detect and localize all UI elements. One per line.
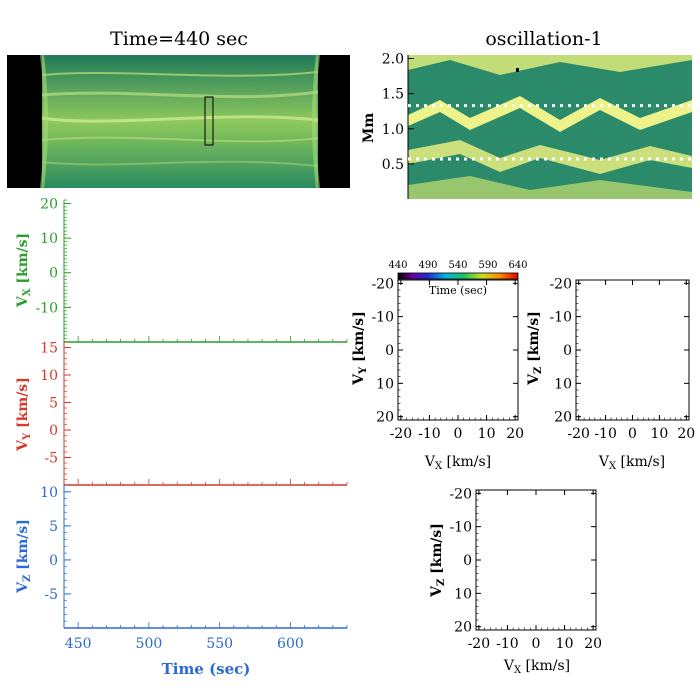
ts-vz-ytick-label: 10 <box>40 485 58 501</box>
sc1-xtick-label: 0 <box>454 426 463 442</box>
sc3-ylabel: VZ [km/s] <box>429 523 447 598</box>
time-xtick-label: 500 <box>136 636 163 652</box>
sc3-ytick-label: 10 <box>454 586 472 602</box>
top-right-title: oscillation-1 <box>485 28 602 50</box>
vy-panel: 15 10 5 0 -5 <box>40 341 348 486</box>
osc-ytick-label: 2.0 <box>382 52 404 68</box>
oscillation-image <box>408 55 692 199</box>
sc1-xtick-label: -20 <box>390 426 413 442</box>
sc2-xtick-label: -20 <box>567 426 590 442</box>
ts-vy-ytick-label: 5 <box>49 396 58 412</box>
sc3-xtick-label: -20 <box>468 636 491 652</box>
vz-panel: 10 5 0 -5 450 500 550 600 <box>40 484 348 652</box>
time-xtick-label: 550 <box>206 636 233 652</box>
sc2-ylabel: VZ [km/s] <box>526 311 544 386</box>
sc2-xtick-label: 20 <box>677 426 695 442</box>
sc2-frame <box>575 279 690 421</box>
time-xlabel: Time (sec) <box>162 660 251 678</box>
sc1-ytick-label: 10 <box>376 376 394 392</box>
sc2-ytick-label: -20 <box>549 276 572 292</box>
ts-vy-ytick-label: 0 <box>49 423 58 439</box>
sc3-xtick-label: 10 <box>556 636 574 652</box>
sc3-xtick-label: 0 <box>532 636 541 652</box>
sc3-ytick-label: -10 <box>449 520 472 536</box>
sc1-ytick-label: 0 <box>385 343 394 359</box>
vy-label: VY [km/s] <box>15 377 33 452</box>
ts-vz-ytick-label: -5 <box>44 587 58 603</box>
sc2-xlabel: VX [km/s] <box>598 454 665 472</box>
sc2-ytick-label: 0 <box>563 343 572 359</box>
ts-vx-ytick-label: 20 <box>40 196 58 212</box>
sc3-ytick-label: -20 <box>449 486 472 502</box>
oscillation-ylabel: Mm <box>361 113 377 143</box>
colorbar: 440 490 540 590 640 Time (sec) <box>388 260 527 297</box>
sc1-xtick-label: 20 <box>506 426 524 442</box>
sc1-ytick-label: -10 <box>371 310 394 326</box>
sc2-ytick-label: 10 <box>554 376 572 392</box>
ts-vx-ytick-label: 0 <box>49 266 58 282</box>
time-xtick-label: 600 <box>277 636 304 652</box>
colorbar-tick-label: 540 <box>448 260 467 271</box>
simulation-image <box>7 54 350 189</box>
selection-box <box>204 96 214 146</box>
sc1-ytick-label: -20 <box>371 276 394 292</box>
colorbar-tick-label: 640 <box>508 260 527 271</box>
ts-vz-ytick-label: 5 <box>49 519 58 535</box>
colorbar-label: Time (sec) <box>429 284 487 297</box>
sc2-ytick-label: -10 <box>549 310 572 326</box>
ts-vx-ytick-label: -10 <box>35 300 58 316</box>
time-xtick-label: 450 <box>65 636 92 652</box>
sc3-xtick-label: 20 <box>584 636 602 652</box>
top-left-title: Time=440 sec <box>110 28 248 50</box>
colorbar-tick-label: 590 <box>478 260 497 271</box>
sc3-ytick-label: 20 <box>454 620 472 636</box>
sc2-ytick-label: 20 <box>554 410 572 426</box>
oscillation-axis: 2.0 1.5 1.0 0.5 <box>382 52 414 199</box>
sc1-ylabel: VY [km/s] <box>351 311 369 386</box>
sc2-xtick-label: 10 <box>650 426 668 442</box>
vx-panel: 20 10 0 -10 <box>35 196 348 343</box>
sc3-xlabel: VX [km/s] <box>503 658 570 676</box>
osc-ytick-label: 1.0 <box>382 122 404 138</box>
sc1-xtick-label: -10 <box>418 426 441 442</box>
ts-vy-ytick-label: 15 <box>40 341 58 357</box>
sc2-xtick-label: -10 <box>594 426 617 442</box>
sc3-frame <box>475 489 597 631</box>
vz-label: VZ [km/s] <box>15 519 33 594</box>
ts-vx-ytick-label: 10 <box>40 231 58 247</box>
sc3-ytick-label: 0 <box>463 553 472 569</box>
sc1-frame <box>397 279 519 421</box>
ts-vy-ytick-label: 10 <box>40 368 58 384</box>
osc-ytick-label: 1.5 <box>382 87 404 103</box>
sc3-xtick-label: -10 <box>496 636 519 652</box>
vx-label: VX [km/s] <box>15 233 33 308</box>
ts-vz-ytick-label: 0 <box>49 553 58 569</box>
osc-ytick-label: 0.5 <box>382 157 404 173</box>
colorbar-tick-label: 440 <box>388 260 407 271</box>
ts-vy-ytick-label: -5 <box>44 451 58 467</box>
sc1-xtick-label: 10 <box>478 426 496 442</box>
sc1-xlabel: VX [km/s] <box>424 454 491 472</box>
sc2-xtick-label: 0 <box>628 426 637 442</box>
sc1-ytick-label: 20 <box>376 410 394 426</box>
colorbar-tick-label: 490 <box>418 260 437 271</box>
